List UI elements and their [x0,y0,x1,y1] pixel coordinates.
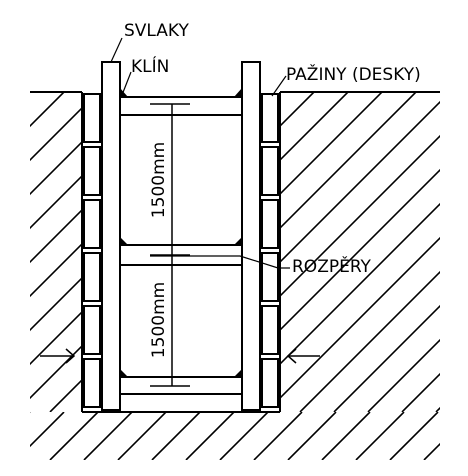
sheeting-plank [261,93,279,143]
hatch-line [280,92,383,412]
hatch-line [280,92,440,412]
hatch-line [287,412,337,460]
hatch-line [30,412,31,460]
hatch-line [299,92,440,412]
label-rozpery: ROZPĚRY [292,255,372,277]
sheeting-plank [83,252,101,302]
hatch-line [30,92,82,412]
strut-top [119,96,243,116]
hatch-line [83,412,133,460]
sheeting-plank [261,146,279,196]
sheeting-plank [261,199,279,249]
hatch-line [84,92,404,412]
hatch-line [333,92,440,412]
wedge-bottom-left [120,369,128,377]
hatch-line [30,92,31,412]
hatch-line [389,412,439,460]
hatch-line [49,412,99,460]
hatch-line [30,92,82,412]
hatch-line [280,92,417,412]
hatch-line [355,412,405,460]
hatch-line [30,92,65,412]
hatch-line [280,92,440,412]
strut-middle [119,244,243,266]
leader-rozpery [150,255,290,269]
hatch-line [321,412,371,460]
sheeting-planks-left [83,93,101,408]
sheeting-plank [83,199,101,249]
sheeting-plank [261,305,279,355]
hatch-line [280,92,281,412]
strut-bottom [119,376,243,395]
hatch-line [423,412,440,460]
waling-post-left [101,61,121,411]
sheeting-plank [83,358,101,408]
wedge-mid-left [120,237,128,245]
hatch-line [151,412,201,460]
hatch-line [280,92,440,412]
sheeting-plank [261,358,279,408]
hatch-line [280,92,440,412]
label-svlaky: SVLAKY [124,21,189,41]
soil-hatch-left [30,92,404,412]
leader-paziny [271,75,287,97]
wedge-top-right [234,88,242,97]
waling-post-right [241,61,261,411]
wedge-bottom-right [234,369,242,377]
hatch-line [253,412,303,460]
hatch-line [30,92,82,412]
wedge-mid-right [234,237,242,245]
leader-svlaky [110,37,123,63]
label-paziny: PAŽINY (DESKY) [286,63,421,85]
hatch-line [30,92,82,412]
dimension-label-upper: 1500mm [149,142,169,218]
hatch-line [435,92,440,412]
sheeting-plank [83,146,101,196]
soil-hatch-bottom [30,412,440,460]
dimension-label-lower: 1500mm [149,282,169,358]
hatch-line [117,412,167,460]
pressure-arrow-right [286,348,320,364]
sheeting-plank [83,93,101,143]
hatch-line [30,92,82,412]
hatch-line [280,92,349,412]
hatch-line [30,92,82,412]
sheeting-plank [261,252,279,302]
hatch-line [367,92,440,412]
pressure-arrow-left [40,348,76,364]
soil-hatch-right [280,92,440,412]
sheeting-plank [83,305,101,355]
hatch-line [219,412,269,460]
hatch-line [185,412,235,460]
leader-klin [121,71,132,96]
hatch-line [280,92,440,412]
hatch-line [30,412,65,460]
sheeting-planks-right [261,93,279,408]
label-klin: KLÍN [131,55,169,77]
wedges [120,88,242,377]
